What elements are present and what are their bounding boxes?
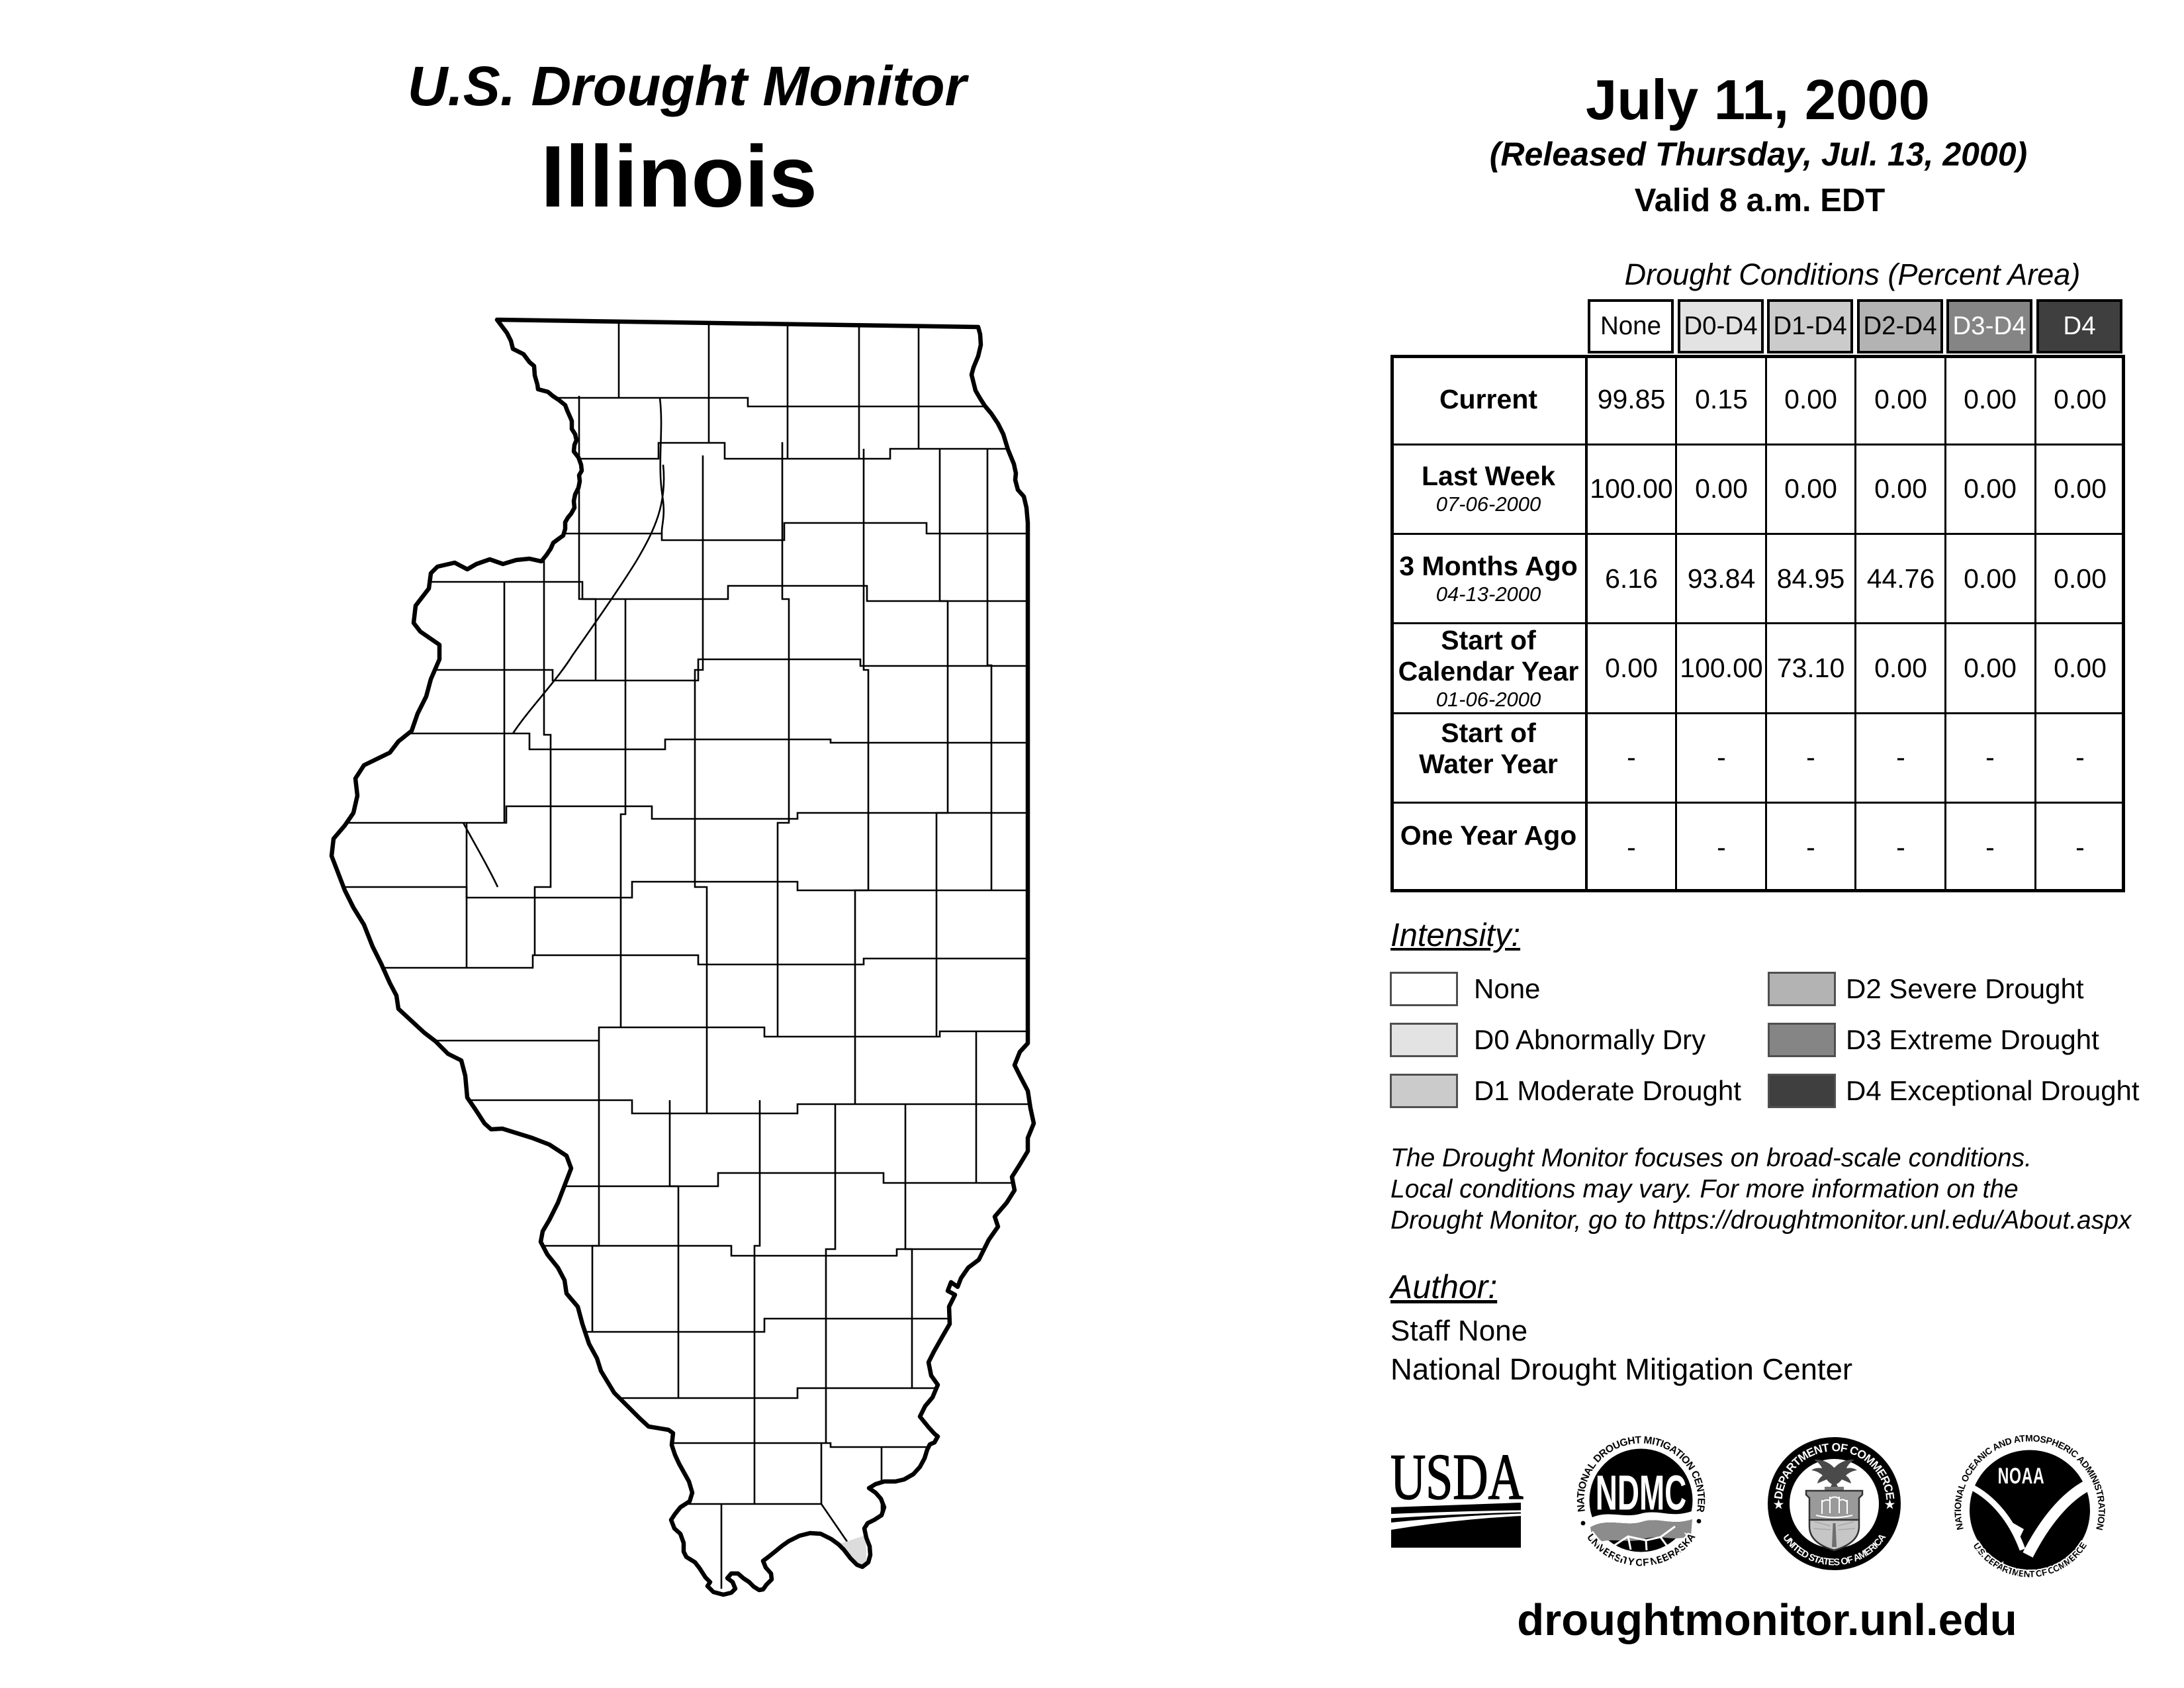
svg-text:USDA: USDA <box>1390 1440 1524 1513</box>
svg-text:★: ★ <box>1773 1498 1785 1513</box>
svg-text:NDMC: NDMC <box>1596 1466 1687 1521</box>
svg-text:★: ★ <box>1884 1498 1896 1513</box>
svg-text:NOAA: NOAA <box>1998 1464 2045 1489</box>
